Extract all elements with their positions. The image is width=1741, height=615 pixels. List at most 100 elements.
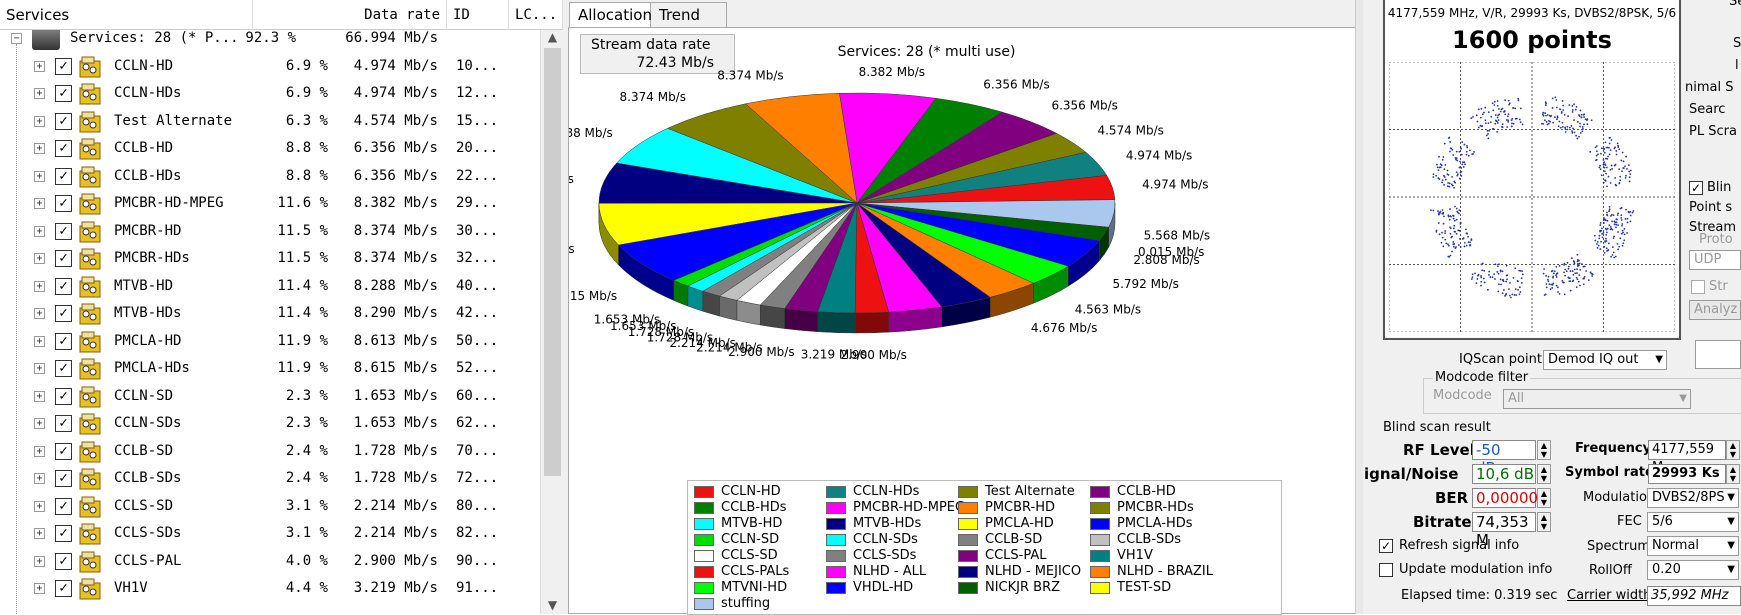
expand-icon[interactable]: +	[34, 88, 45, 99]
spectrum-select[interactable]: Normal▼	[1647, 536, 1739, 556]
ber-spinner[interactable]: ▲▼	[1537, 488, 1551, 508]
service-checkbox[interactable]: ✓	[55, 498, 72, 515]
expand-icon[interactable]: +	[34, 143, 45, 154]
service-checkbox[interactable]: ✓	[55, 140, 72, 157]
expand-icon[interactable]: +	[34, 61, 45, 72]
expand-icon[interactable]: +	[34, 198, 45, 209]
service-checkbox[interactable]: ✓	[55, 195, 72, 212]
refresh-signal-checkbox[interactable]: ✓	[1379, 539, 1393, 553]
scroll-thumb[interactable]	[544, 48, 561, 476]
expand-icon[interactable]: +	[34, 418, 45, 429]
tab-trend[interactable]: Trend	[650, 2, 727, 28]
expand-icon[interactable]: +	[34, 308, 45, 319]
service-checkbox[interactable]: ✓	[55, 415, 72, 432]
service-checkbox[interactable]: ✓	[55, 278, 72, 295]
expand-icon[interactable]: +	[34, 171, 45, 182]
service-checkbox[interactable]: ✓	[55, 470, 72, 487]
update-modulation-checkbox[interactable]	[1379, 563, 1393, 577]
modulation-select[interactable]: DVBS2/8PS▼	[1647, 488, 1739, 508]
column-services[interactable]: Services	[0, 0, 253, 30]
service-checkbox[interactable]: ✓	[55, 250, 72, 267]
tree-root[interactable]: −Services: 28 (* P...92.3 %66.994 Mb/s	[0, 30, 540, 53]
frequency-spinner[interactable]: ▲▼	[1726, 440, 1740, 460]
service-checkbox[interactable]: ✓	[55, 85, 72, 102]
service-checkbox[interactable]: ✓	[55, 113, 72, 130]
column-id[interactable]: ID	[447, 0, 509, 30]
legend-label: CCLB-HDs	[721, 499, 787, 516]
column-lc[interactable]: LC...	[509, 0, 563, 30]
service-checkbox[interactable]: ✓	[55, 553, 72, 570]
service-checkbox[interactable]: ✓	[55, 168, 72, 185]
expand-icon[interactable]: +	[34, 473, 45, 484]
iq-point	[1576, 277, 1578, 279]
modcode-select[interactable]: All▼	[1503, 389, 1691, 409]
collapse-icon[interactable]: −	[11, 33, 22, 44]
rf-level-spinner[interactable]: ▲▼	[1537, 440, 1551, 460]
iq-point	[1556, 118, 1558, 120]
service-checkbox[interactable]: ✓	[55, 580, 72, 597]
service-checkbox[interactable]: ✓	[55, 525, 72, 542]
service-checkbox[interactable]: ✓	[55, 223, 72, 240]
service-checkbox[interactable]: ✓	[55, 58, 72, 75]
services-scrollbar[interactable]: ▲ ▼	[540, 30, 563, 614]
expand-icon[interactable]: +	[34, 281, 45, 292]
signal-noise-spinner[interactable]: ▲▼	[1537, 464, 1551, 484]
expand-icon[interactable]: +	[34, 116, 45, 127]
scroll-down-icon[interactable]: ▼	[541, 598, 564, 612]
service-checkbox[interactable]: ✓	[55, 305, 72, 322]
proto-select[interactable]: UDP	[1689, 250, 1741, 270]
expand-icon[interactable]: +	[34, 446, 45, 457]
service-folder-icon	[79, 302, 101, 325]
expand-icon[interactable]: +	[34, 226, 45, 237]
symbol-rate-spinner[interactable]: ▲▼	[1726, 464, 1740, 484]
column-data-rate[interactable]: Data rate	[253, 0, 447, 30]
expand-icon[interactable]: +	[34, 583, 45, 594]
str-checkbox[interactable]	[1691, 280, 1705, 294]
cut-button[interactable]	[1695, 340, 1741, 369]
service-checkbox[interactable]: ✓	[55, 388, 72, 405]
expand-icon[interactable]: +	[34, 556, 45, 567]
expand-icon[interactable]: +	[34, 336, 45, 347]
carrier-width-label[interactable]: Carrier width	[1567, 588, 1651, 603]
bitrate-spinner[interactable]: ▲▼	[1537, 512, 1551, 532]
iqscan-select[interactable]: Demod IQ out▼	[1543, 350, 1667, 370]
rolloff-select[interactable]: 0.20▼	[1647, 560, 1739, 580]
iq-point	[1572, 105, 1574, 107]
blind-checkbox[interactable]: ✓	[1689, 181, 1703, 195]
expand-icon[interactable]: +	[34, 391, 45, 402]
tab-allocation[interactable]: Allocation	[569, 2, 651, 30]
service-checkbox[interactable]: ✓	[55, 443, 72, 460]
scroll-up-icon[interactable]: ▲	[541, 30, 564, 44]
fec-select[interactable]: 5/6▼	[1647, 512, 1739, 532]
expand-icon[interactable]: +	[34, 363, 45, 374]
splitter[interactable]	[1355, 0, 1363, 614]
service-checkbox[interactable]: ✓	[55, 333, 72, 350]
expand-icon[interactable]: +	[34, 253, 45, 264]
service-checkbox[interactable]: ✓	[55, 360, 72, 377]
analyze-button[interactable]: Analyz	[1689, 300, 1741, 320]
iq-point	[1456, 160, 1458, 162]
iq-point	[1550, 288, 1552, 290]
expand-icon[interactable]: +	[34, 528, 45, 539]
expand-icon[interactable]: +	[34, 501, 45, 512]
